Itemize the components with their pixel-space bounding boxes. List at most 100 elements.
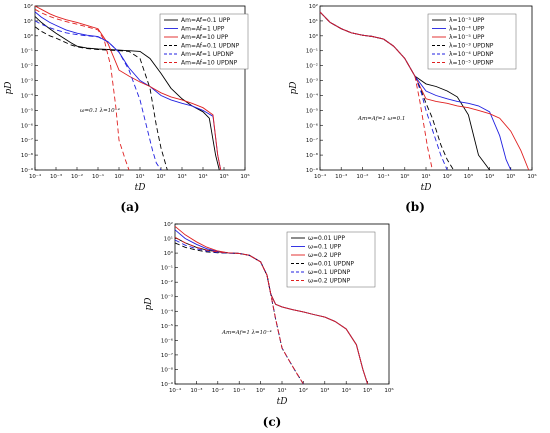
x-tick-label: 10⁴ bbox=[342, 387, 352, 394]
y-tick-label: 10⁻⁶ bbox=[161, 337, 174, 344]
x-tick-label: 10² bbox=[156, 173, 165, 180]
y-tick-label: 10⁻¹ bbox=[21, 48, 33, 55]
x-tick-label: 10¹ bbox=[277, 387, 286, 394]
y-tick-label: 10⁰ bbox=[24, 33, 34, 40]
series-line-a-2 bbox=[34, 5, 222, 171]
series-line-a-3 bbox=[34, 26, 168, 171]
x-axis-label: tD bbox=[135, 183, 146, 193]
y-tick-label: 10⁻⁵ bbox=[161, 323, 173, 330]
panel-label-c: (c) bbox=[263, 415, 282, 429]
x-tick-label: 10³ bbox=[177, 173, 186, 180]
x-tick-label: 10⁻⁴ bbox=[169, 387, 182, 394]
x-tick-label: 10⁻² bbox=[71, 173, 83, 180]
y-tick-label: 10² bbox=[24, 3, 33, 10]
legend-entry: λ=10⁻³ UPDNP bbox=[449, 43, 494, 50]
series-line-a-4 bbox=[34, 20, 162, 171]
y-tick-label: 10⁻⁶ bbox=[306, 122, 319, 129]
y-tick-label: 10⁻² bbox=[306, 63, 318, 70]
series-line-a-1 bbox=[34, 11, 222, 171]
y-tick-label: 10⁻⁹ bbox=[306, 167, 318, 174]
series-line-c-4 bbox=[174, 239, 304, 385]
x-tick-label: 10⁰ bbox=[400, 173, 410, 180]
x-axis-label: tD bbox=[421, 183, 432, 193]
legend-entry: ω=0.1 UPP bbox=[308, 244, 342, 251]
panel-label-a: (a) bbox=[120, 200, 139, 214]
x-tick-label: 10⁻² bbox=[356, 173, 368, 180]
x-tick-label: 10⁻⁴ bbox=[314, 173, 327, 180]
y-tick-label: 10⁻³ bbox=[161, 294, 173, 301]
annotation-c: Am=Af=1 λ=10⁻⁴ bbox=[221, 329, 272, 336]
y-tick-label: 10⁻⁵ bbox=[21, 107, 33, 114]
panel-label-b: (b) bbox=[405, 200, 425, 214]
y-tick-label: 10⁻² bbox=[161, 279, 173, 286]
legend-entry: Am=Af=0.1 UPP bbox=[181, 17, 230, 24]
series-line-c-3 bbox=[174, 242, 304, 385]
y-tick-label: 10⁻⁷ bbox=[161, 352, 173, 359]
legend-box-a bbox=[159, 13, 249, 70]
legend-entry: ω=0.2 UPP bbox=[308, 252, 342, 259]
x-tick-label: 10⁻¹ bbox=[92, 173, 104, 180]
y-tick-label: 10¹ bbox=[309, 18, 318, 25]
y-axis-label: pD bbox=[4, 82, 14, 95]
x-tick-label: 10⁴ bbox=[198, 173, 208, 180]
x-tick-label: 10⁵ bbox=[219, 173, 228, 180]
series-line-c-2 bbox=[174, 225, 369, 385]
x-tick-label: 10⁶ bbox=[240, 173, 250, 180]
legend-box-c bbox=[286, 231, 376, 288]
series-line-a-5 bbox=[34, 8, 130, 171]
x-tick-label: 10⁻² bbox=[212, 387, 224, 394]
y-tick-label: 10⁻⁹ bbox=[161, 381, 173, 388]
legend-entry: λ=10⁻⁴ UPP bbox=[449, 26, 485, 33]
series-line-c-5 bbox=[174, 237, 304, 385]
legend-entry: Am=Af=0.1 UPDNP bbox=[181, 43, 240, 50]
y-tick-label: 10⁻¹ bbox=[161, 265, 173, 272]
y-tick-label: 10² bbox=[309, 3, 318, 10]
x-tick-label: 10⁻³ bbox=[50, 173, 62, 180]
x-tick-label: 10⁰ bbox=[256, 387, 266, 394]
y-tick-label: 10⁻¹ bbox=[306, 48, 318, 55]
x-tick-label: 10⁶ bbox=[527, 173, 537, 180]
legend-box-b bbox=[427, 13, 517, 70]
y-axis-label: pD bbox=[289, 82, 299, 95]
legend-entry: ω=0.01 UPDNP bbox=[308, 261, 354, 268]
x-tick-label: 10⁻⁴ bbox=[29, 173, 42, 180]
annotation-a: ω=0.1 λ=10⁻⁴ bbox=[80, 107, 120, 114]
y-tick-label: 10² bbox=[164, 221, 173, 228]
y-tick-label: 10⁻⁴ bbox=[21, 92, 34, 99]
x-axis-label: tD bbox=[277, 397, 288, 407]
y-tick-label: 10¹ bbox=[164, 236, 173, 243]
legend-entry: λ=10⁻⁵ UPP bbox=[449, 34, 485, 41]
y-tick-label: 10⁻⁶ bbox=[21, 122, 34, 129]
y-tick-label: 10¹ bbox=[24, 18, 33, 25]
y-tick-label: 10⁰ bbox=[309, 33, 319, 40]
y-tick-label: 10⁻⁸ bbox=[161, 366, 174, 373]
x-tick-label: 10⁻¹ bbox=[233, 387, 245, 394]
y-tick-label: 10⁻⁷ bbox=[306, 137, 318, 144]
x-tick-label: 10¹ bbox=[135, 173, 144, 180]
y-tick-label: 10⁻⁵ bbox=[306, 107, 318, 114]
y-tick-label: 10⁻⁴ bbox=[306, 92, 319, 99]
x-tick-label: 10¹ bbox=[421, 173, 430, 180]
x-tick-label: 10⁶ bbox=[384, 387, 394, 394]
legend-entry: ω=0.01 UPP bbox=[308, 235, 345, 242]
legend-entry: ω=0.1 UPDNP bbox=[308, 269, 351, 276]
y-tick-label: 10⁻³ bbox=[306, 78, 318, 85]
legend-entry: Am=Af=1 UPDNP bbox=[181, 51, 234, 58]
x-tick-label: 10³ bbox=[464, 173, 473, 180]
y-axis-label: pD bbox=[144, 298, 154, 311]
legend-entry: Am=Af=1 UPP bbox=[181, 26, 225, 33]
y-tick-label: 10⁻² bbox=[21, 63, 33, 70]
annotation-b: Am=Af=1 ω=0.1 bbox=[357, 116, 405, 122]
y-tick-label: 10⁻⁹ bbox=[21, 167, 33, 174]
y-tick-label: 10⁻⁴ bbox=[161, 308, 174, 315]
x-tick-label: 10⁰ bbox=[114, 173, 124, 180]
y-tick-label: 10⁻⁸ bbox=[21, 152, 34, 159]
x-tick-label: 10⁵ bbox=[506, 173, 515, 180]
series-line-a-0 bbox=[34, 16, 220, 171]
x-tick-label: 10⁵ bbox=[363, 387, 372, 394]
legend-entry: λ=10⁻³ UPP bbox=[449, 17, 485, 24]
x-tick-label: 10⁴ bbox=[485, 173, 495, 180]
x-tick-label: 10⁻³ bbox=[335, 173, 347, 180]
legend-entry: λ=10⁻⁵ UPDNP bbox=[449, 60, 494, 67]
